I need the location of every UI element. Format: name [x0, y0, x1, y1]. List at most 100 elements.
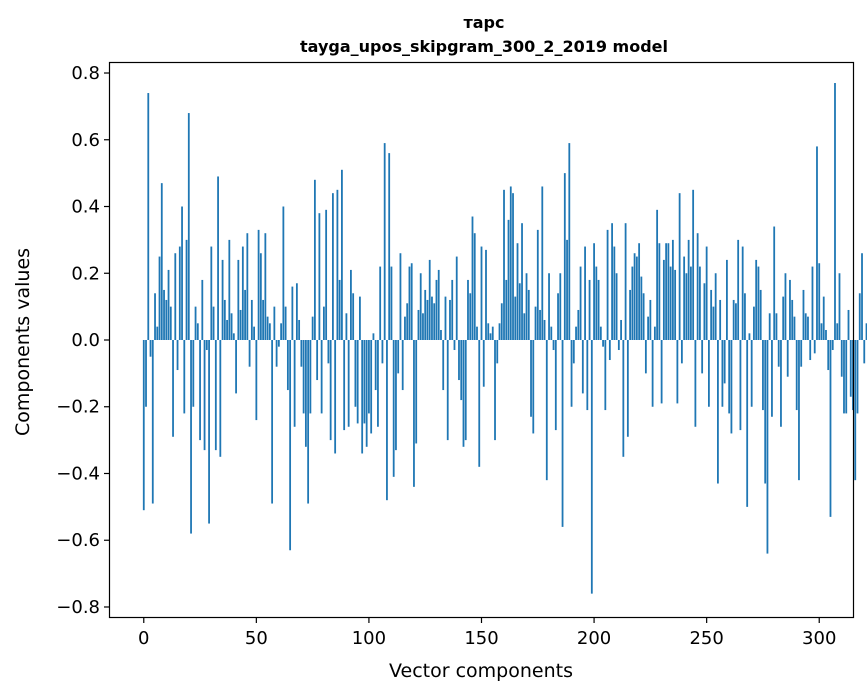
bar — [372, 333, 375, 340]
bar — [311, 316, 314, 340]
bar — [223, 299, 226, 340]
bar — [631, 266, 634, 340]
bar — [289, 340, 292, 551]
bar — [320, 340, 323, 414]
bar — [154, 293, 156, 340]
bar — [550, 326, 553, 340]
bar — [496, 340, 499, 364]
bar — [548, 273, 550, 340]
bar — [791, 299, 794, 340]
bar — [642, 293, 645, 340]
bar — [635, 256, 638, 340]
bar — [856, 340, 859, 414]
bar — [845, 340, 848, 414]
y-tick-label: 0.8 — [71, 63, 100, 84]
bar — [554, 340, 557, 431]
bar — [291, 286, 294, 340]
bar — [356, 340, 359, 424]
bar — [250, 299, 253, 340]
bar — [539, 309, 541, 340]
bar — [210, 246, 213, 340]
plot-frame — [108, 61, 855, 619]
bar — [318, 213, 321, 340]
bar — [329, 340, 332, 441]
bar — [383, 143, 386, 340]
bar — [640, 276, 643, 340]
bar — [518, 283, 521, 340]
bar — [426, 299, 429, 340]
bar — [678, 193, 681, 340]
bar — [793, 316, 796, 340]
bar — [503, 189, 505, 340]
bar — [816, 146, 818, 340]
bar — [151, 340, 154, 504]
bar — [669, 266, 672, 340]
bar — [649, 299, 652, 340]
x-tick-label: 250 — [689, 628, 723, 649]
bar — [809, 340, 812, 361]
bar — [780, 340, 782, 427]
bar — [187, 113, 190, 340]
bar — [750, 340, 753, 407]
bar — [775, 313, 778, 340]
bar — [149, 340, 152, 357]
bar — [708, 340, 710, 407]
bar — [386, 340, 388, 501]
bar — [559, 273, 562, 340]
bar — [753, 306, 755, 340]
bar — [230, 313, 233, 340]
bar — [530, 340, 532, 417]
bar — [284, 306, 287, 340]
bar — [795, 340, 798, 411]
bar — [262, 299, 264, 340]
bar — [354, 340, 357, 407]
bar — [647, 316, 650, 340]
bar — [671, 239, 674, 340]
bar — [322, 306, 325, 340]
bar — [572, 340, 575, 364]
bar — [498, 323, 501, 340]
bar — [347, 340, 350, 427]
bar — [696, 233, 699, 340]
bar — [784, 273, 787, 340]
bar — [212, 306, 215, 340]
bar — [221, 259, 224, 340]
bar — [545, 340, 548, 481]
bar — [575, 326, 577, 340]
bar — [570, 340, 573, 407]
bar — [194, 306, 197, 340]
bar — [203, 340, 206, 451]
bar — [717, 340, 719, 484]
bar — [462, 340, 465, 447]
bar — [615, 273, 618, 340]
bar — [595, 266, 598, 340]
bar — [741, 246, 744, 340]
bar — [298, 319, 301, 340]
bar — [482, 340, 485, 387]
bar — [728, 340, 731, 414]
bar — [827, 340, 830, 371]
bar — [232, 333, 235, 340]
bar — [622, 340, 625, 457]
bar — [388, 153, 391, 340]
bar — [541, 186, 544, 340]
bar — [478, 340, 481, 467]
bar — [840, 340, 843, 377]
bar — [239, 309, 242, 340]
bar — [759, 289, 762, 340]
x-axis-label: Vector components — [389, 660, 573, 682]
bar — [730, 340, 733, 434]
bar — [865, 323, 867, 340]
bar — [307, 340, 310, 504]
bar — [744, 293, 746, 340]
bar — [487, 323, 490, 340]
bar — [726, 259, 728, 340]
bar — [363, 340, 366, 424]
bar — [176, 340, 179, 371]
y-tick-label: −0.4 — [56, 463, 100, 484]
bar — [710, 289, 713, 340]
bar — [334, 340, 337, 454]
y-tick-label: −0.2 — [56, 397, 100, 418]
bar — [847, 309, 850, 340]
